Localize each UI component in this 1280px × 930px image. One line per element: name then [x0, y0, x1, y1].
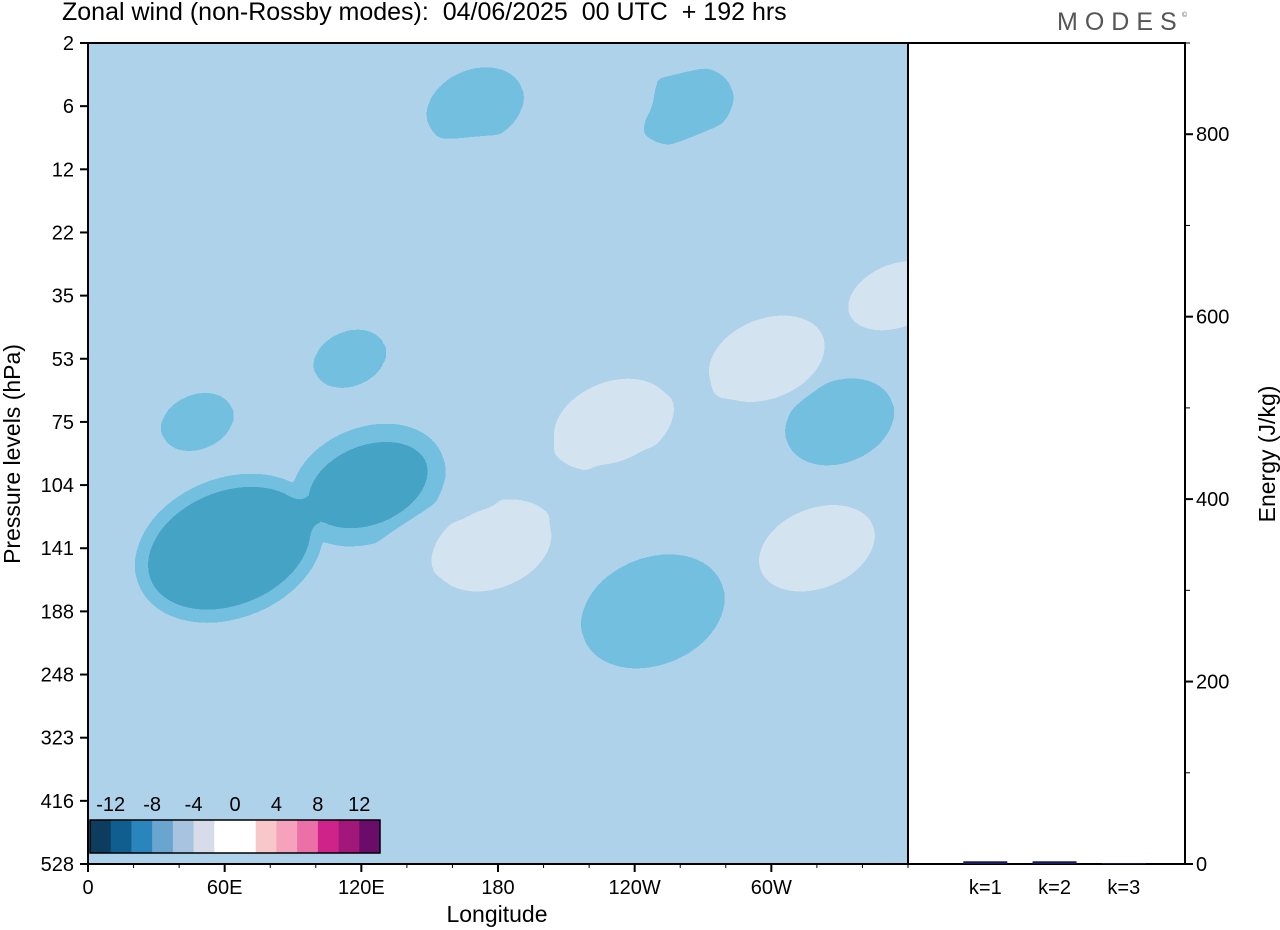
- chart-title: Zonal wind (non-Rossby modes): 04/06/202…: [62, 0, 787, 26]
- wind-anomaly-blob: [434, 75, 517, 138]
- energy-bars: [963, 861, 1146, 865]
- colorbar-label: 4: [271, 794, 282, 816]
- y-tick-label: 35: [52, 286, 74, 308]
- y-tick-label: 141: [41, 538, 74, 560]
- modes-logo: MODES: [1057, 8, 1184, 36]
- pressure-axis: 2 6 12 22 35 53 75 104 141 188 248 323 416 528: [41, 33, 88, 876]
- wind-anomaly-blob: [548, 66, 653, 146]
- colorbar-swatch: [276, 820, 298, 853]
- colorbar-swatch: [235, 820, 257, 853]
- y-tick-label: 2: [63, 33, 74, 55]
- colorbar-swatch: [110, 820, 132, 853]
- energy-bar: [963, 861, 1008, 864]
- plot-frame: [87, 42, 1186, 865]
- energy-axis: 0 200 400 600 800: [1185, 42, 1229, 876]
- energy-tick-label: 0: [1196, 854, 1207, 876]
- wind-anomaly-blob: [663, 133, 757, 205]
- x-tick-label: 60E: [207, 877, 243, 899]
- wind-anomaly-blob: [144, 483, 315, 614]
- colorbar-label: -12: [96, 794, 125, 816]
- x-axis-label: Longitude: [446, 901, 547, 927]
- wind-anomaly-blob: [703, 310, 830, 407]
- colorbar-frame: [89, 819, 381, 854]
- wind-anomaly-blob: [589, 563, 716, 660]
- x-tick-label: 0: [82, 877, 93, 899]
- colorbar-legend: -12 -8 -4 0 4 8 12: [89, 794, 381, 854]
- energy-tick-label: 800: [1196, 124, 1229, 146]
- energy-tick-label: 200: [1196, 672, 1229, 694]
- y-axis-label: Pressure levels (hPa): [0, 344, 25, 564]
- y-tick-label: 104: [41, 475, 74, 497]
- wind-anomaly-blob: [548, 373, 675, 471]
- x-tick-label: 180: [481, 877, 514, 899]
- copyright-mark: ©: [1182, 12, 1188, 19]
- wind-anomaly-blob: [422, 138, 505, 201]
- y-tick-label: 75: [52, 412, 74, 434]
- wind-anomaly-blob: [320, 336, 380, 382]
- wind-anomaly-blob: [258, 75, 341, 138]
- colorbar-swatch: [338, 820, 360, 853]
- y-tick-label: 6: [63, 96, 74, 118]
- x-tick-label: 60W: [751, 877, 792, 899]
- wind-anomaly-blob: [839, 251, 908, 340]
- wind-anomaly-blob: [430, 500, 557, 597]
- y-tick-label: 53: [52, 349, 74, 371]
- wind-anomaly-blob: [643, 75, 726, 138]
- wavenumber-labels: k=1 k=2 k=3: [969, 877, 1140, 899]
- colorbar-label: 8: [312, 794, 323, 816]
- colorbar-swatch: [172, 820, 195, 853]
- wavenumber-label: k=1: [969, 877, 1002, 899]
- x-tick-label: 120E: [338, 877, 385, 899]
- colorbar-swatch: [359, 820, 381, 853]
- y-tick-label: 248: [41, 665, 74, 687]
- x-tick-label: 120W: [609, 877, 661, 899]
- wind-anomaly-blob: [793, 386, 887, 458]
- wavenumber-label: k=2: [1038, 877, 1071, 899]
- colorbar-swatch: [131, 820, 153, 853]
- wavenumber-label: k=3: [1107, 877, 1140, 899]
- wind-anomaly-blob: [586, 715, 647, 761]
- colorbar-label: -4: [185, 794, 203, 816]
- colorbar-swatch: [193, 820, 215, 853]
- colorbar-swatch: [214, 820, 236, 853]
- y-tick-label: 416: [41, 791, 74, 813]
- wind-anomaly-blob: [167, 399, 228, 445]
- longitude-axis: 0 60E 120E 180 120W 60W: [82, 864, 909, 899]
- y-tick-label: 528: [41, 854, 74, 876]
- energy-tick-label: 400: [1196, 489, 1229, 511]
- colorbar-swatch: [90, 820, 112, 853]
- y-tick-label: 188: [41, 601, 74, 623]
- energy-tick-label: 600: [1196, 307, 1229, 329]
- colorbar-swatch: [317, 820, 340, 853]
- colorbar-label: 12: [348, 794, 370, 816]
- wind-anomaly-blob: [753, 500, 880, 597]
- energy-bar: [1032, 861, 1077, 864]
- colorbar-label: 0: [229, 794, 240, 816]
- y-tick-label: 323: [41, 728, 74, 750]
- colorbar-swatch: [152, 820, 174, 853]
- heatmap-field: [88, 43, 908, 864]
- wind-anomaly-blob: [299, 432, 437, 538]
- y-tick-label: 12: [52, 159, 74, 181]
- y-tick-label: 22: [52, 222, 74, 244]
- colorbar-label: -8: [143, 794, 161, 816]
- energy-bar: [1101, 863, 1146, 865]
- colorbar-swatch: [297, 820, 319, 853]
- colorbar-swatch: [255, 820, 277, 853]
- energy-axis-label: Energy (J/kg): [1254, 386, 1280, 523]
